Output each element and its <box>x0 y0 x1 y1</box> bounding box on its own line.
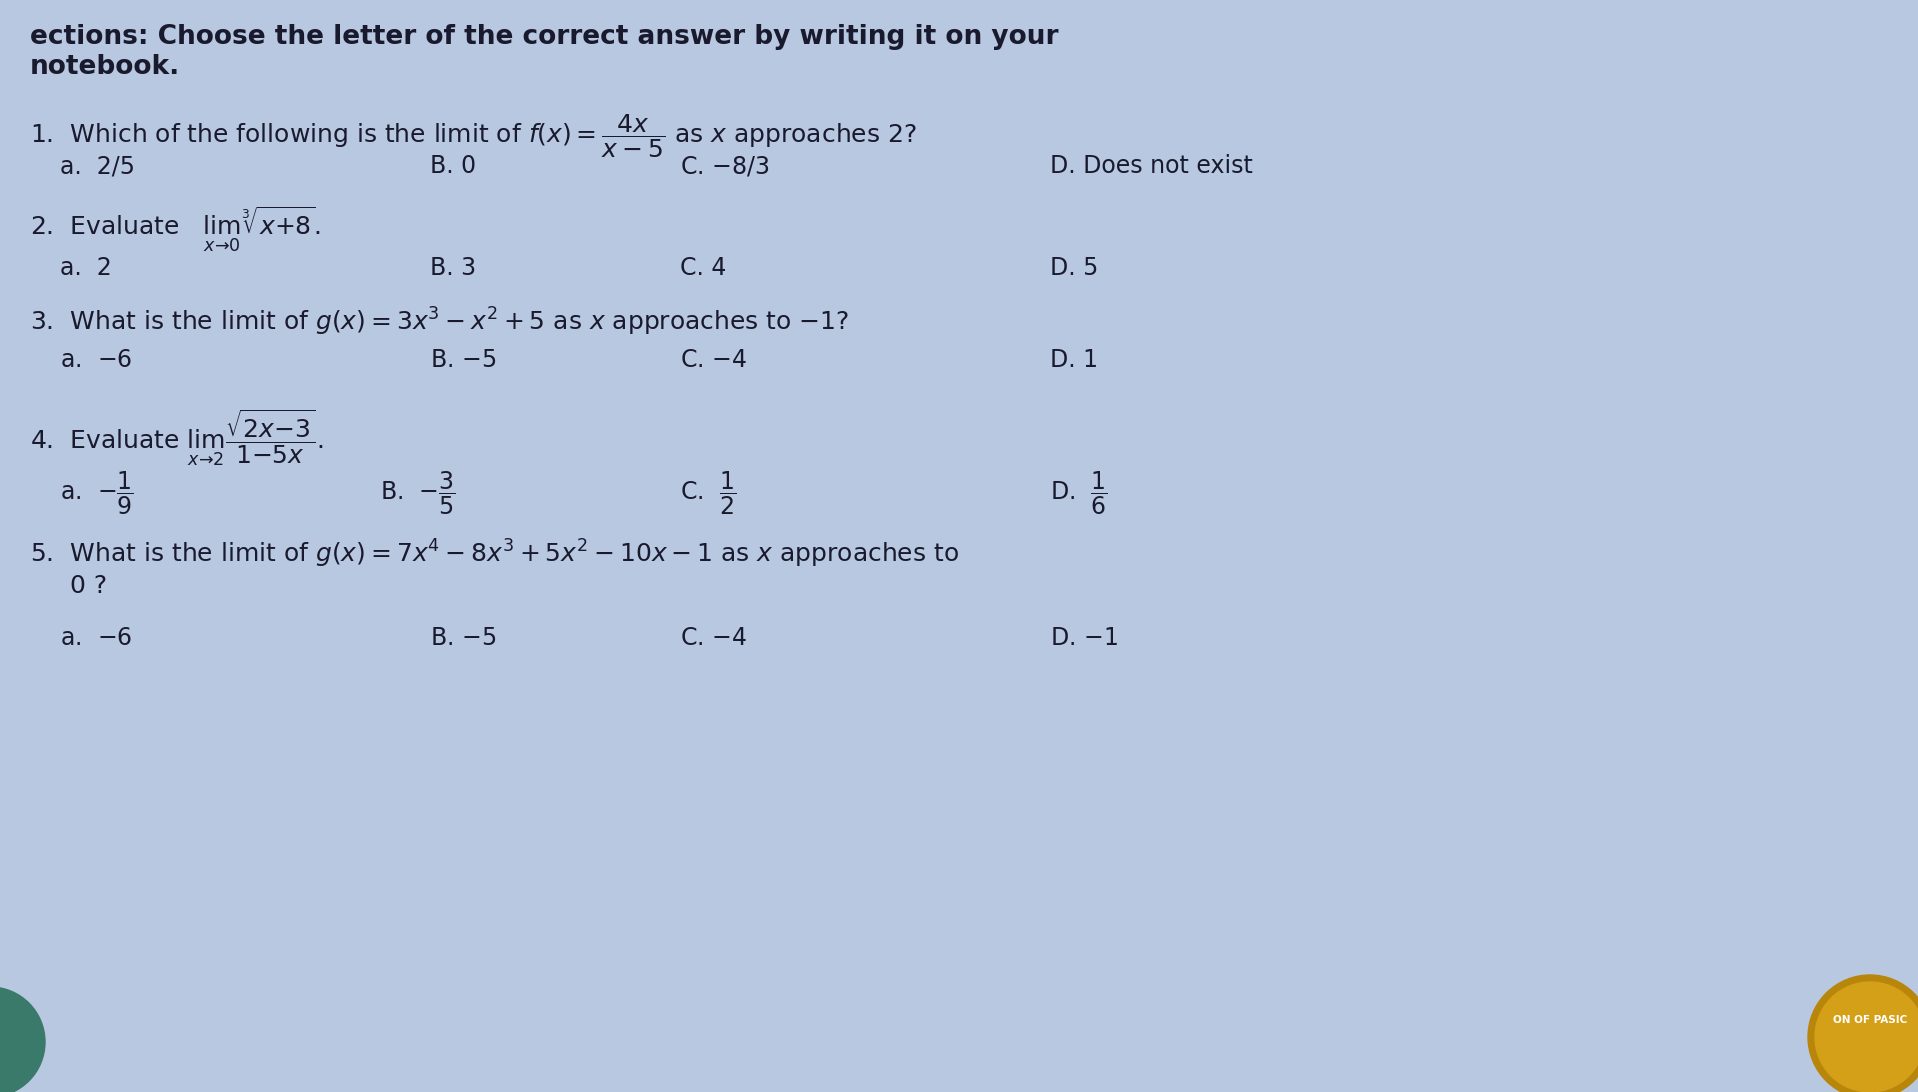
Text: D. 5: D. 5 <box>1049 256 1099 280</box>
Text: a.  2: a. 2 <box>59 256 111 280</box>
Text: 4.  Evaluate $\lim_{x \to 2} \dfrac{\sqrt{2x-3}}{1-5x}$.: 4. Evaluate $\lim_{x \to 2} \dfrac{\sqrt… <box>31 408 324 468</box>
Text: D. Does not exist: D. Does not exist <box>1049 154 1252 178</box>
Text: B. 0: B. 0 <box>430 154 476 178</box>
Text: C. $-4$: C. $-4$ <box>681 626 746 650</box>
Text: 5.  What is the limit of $g(x) = 7x^4 - 8x^3 + 5x^2 - 10x - 1$ as $x$ approaches: 5. What is the limit of $g(x) = 7x^4 - 8… <box>31 538 959 570</box>
Circle shape <box>1809 975 1918 1092</box>
Text: ections: Choose the letter of the correct answer by writing it on your: ections: Choose the letter of the correc… <box>31 24 1059 50</box>
Text: C. 4: C. 4 <box>681 256 727 280</box>
Text: C.  $\dfrac{1}{2}$: C. $\dfrac{1}{2}$ <box>681 470 737 518</box>
Text: a.  $-6$: a. $-6$ <box>59 626 132 650</box>
Text: 2.  Evaluate   $\lim_{x \to 0} \sqrt[3]{x+8}$.: 2. Evaluate $\lim_{x \to 0} \sqrt[3]{x+8… <box>31 204 320 253</box>
Text: C. $-8/3$: C. $-8/3$ <box>681 154 769 178</box>
Text: D.  $\dfrac{1}{6}$: D. $\dfrac{1}{6}$ <box>1049 470 1109 518</box>
Text: 1.  Which of the following is the limit of $f(x) = \dfrac{4x}{x-5}$ as $x$ appro: 1. Which of the following is the limit o… <box>31 112 917 159</box>
Text: 0 ?: 0 ? <box>31 574 107 598</box>
Text: C. $-4$: C. $-4$ <box>681 348 746 372</box>
Text: B. 3: B. 3 <box>430 256 476 280</box>
Text: a.  $-\dfrac{1}{9}$: a. $-\dfrac{1}{9}$ <box>59 470 134 518</box>
Text: a.  $-6$: a. $-6$ <box>59 348 132 372</box>
Text: ON OF PASIC: ON OF PASIC <box>1834 1014 1906 1025</box>
Text: B. $-5$: B. $-5$ <box>430 626 497 650</box>
Text: B. $-5$: B. $-5$ <box>430 348 497 372</box>
Circle shape <box>0 987 44 1092</box>
Circle shape <box>1814 982 1918 1092</box>
Text: a.  2/5: a. 2/5 <box>59 154 134 178</box>
Text: B.  $-\dfrac{3}{5}$: B. $-\dfrac{3}{5}$ <box>380 470 456 518</box>
Text: notebook.: notebook. <box>31 54 180 80</box>
Text: D. 1: D. 1 <box>1049 348 1097 372</box>
Text: 3.  What is the limit of $g(x) = 3x^3 - x^2 + 5$ as $x$ approaches to $-1$?: 3. What is the limit of $g(x) = 3x^3 - x… <box>31 306 850 339</box>
Text: D. $-1$: D. $-1$ <box>1049 626 1118 650</box>
